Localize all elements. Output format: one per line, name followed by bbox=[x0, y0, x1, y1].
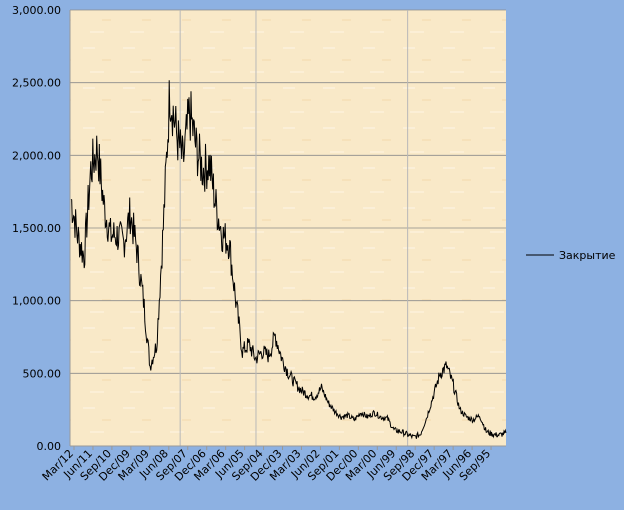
y-tick-label: 500.00 bbox=[23, 367, 62, 380]
legend-label: Закрытие bbox=[559, 249, 616, 262]
x-axis-ticks: Mar/12Jun/11Sep/10Dec/09Mar/09Jun/08Sep/… bbox=[40, 446, 493, 484]
y-axis-ticks: 3,000.00 2,500.00 2,000.00 1,500.00 1,000.00… bbox=[12, 4, 61, 453]
y-tick-label: 3,000.00 bbox=[12, 4, 61, 17]
y-tick-label: 0.00 bbox=[37, 440, 62, 453]
series-layer bbox=[70, 80, 507, 440]
series-line-closing bbox=[70, 80, 507, 440]
y-tick-label: 1,500.00 bbox=[12, 222, 61, 235]
y-tick-label: 2,000.00 bbox=[12, 149, 61, 162]
y-tick-label: 2,500.00 bbox=[12, 77, 61, 90]
y-tick-label: 1,000.00 bbox=[12, 295, 61, 308]
legend: Закрытие bbox=[526, 249, 616, 262]
